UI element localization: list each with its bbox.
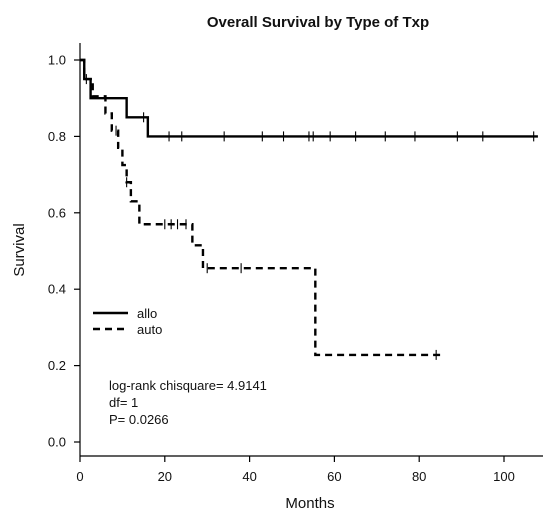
y-axis-label: Survival xyxy=(11,223,28,276)
stat-df: df= 1 xyxy=(109,395,138,410)
legend: allo auto xyxy=(93,306,162,337)
x-tick-label: 60 xyxy=(327,469,341,484)
series-allo-curve xyxy=(80,58,538,138)
y-tick-label: 0.4 xyxy=(48,282,66,297)
x-axis-ticks: 0 20 40 60 80 100 xyxy=(76,456,515,484)
x-tick-label: 0 xyxy=(76,469,83,484)
y-tick-label: 0.6 xyxy=(48,205,66,220)
chart-title: Overall Survival by Type of Txp xyxy=(207,14,429,31)
x-tick-label: 80 xyxy=(412,469,426,484)
plot-frame xyxy=(79,43,543,457)
statistics-annotation: log-rank chisquare= 4.9141 df= 1 P= 0.02… xyxy=(109,378,267,427)
y-tick-label: 0.0 xyxy=(48,435,66,450)
y-tick-label: 1.0 xyxy=(48,53,66,68)
stat-p-value: P= 0.0266 xyxy=(109,412,169,427)
y-axis-ticks: 0.0 0.2 0.4 0.6 0.8 1.0 xyxy=(48,53,80,450)
series-auto-curve xyxy=(80,58,441,357)
x-axis-label: Months xyxy=(285,495,334,512)
legend-auto-label: auto xyxy=(137,322,162,337)
stat-chisquare: log-rank chisquare= 4.9141 xyxy=(109,378,267,393)
x-tick-label: 40 xyxy=(242,469,256,484)
y-tick-label: 0.8 xyxy=(48,129,66,144)
series-layer xyxy=(80,58,538,360)
x-tick-label: 20 xyxy=(158,469,172,484)
legend-allo-label: allo xyxy=(137,306,157,321)
y-tick-label: 0.2 xyxy=(48,358,66,373)
x-tick-label: 100 xyxy=(493,469,515,484)
